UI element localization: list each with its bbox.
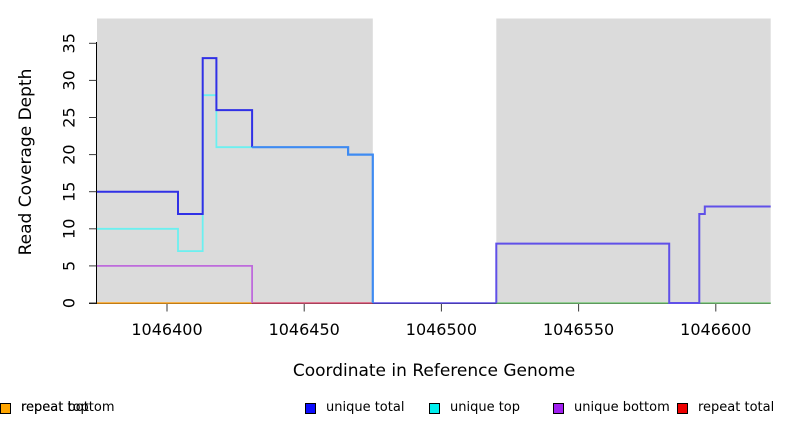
x-tick-label: 1046550 (543, 320, 614, 339)
legend-label-repeat-total: repeat total (698, 400, 775, 415)
y-tick-label: 10 (60, 219, 79, 239)
legend-label-unique-bottom: unique bottom (574, 400, 670, 415)
y-tick-label: 0 (60, 298, 79, 308)
y-tick-label: 5 (60, 261, 79, 271)
legend-label-repeat-bottom: repeat bottom (21, 400, 115, 415)
legend-label-unique-total: unique total (326, 400, 405, 415)
series-unique-total-line (97, 57, 254, 215)
legend-label-unique-top: unique top (450, 400, 521, 415)
legend-swatch-repeat-total (677, 402, 688, 414)
y-tick-label: 25 (60, 107, 79, 127)
legend-item-repeat-total: repeat total (677, 400, 774, 416)
legend-swatch-unique-top (429, 402, 440, 414)
x-axis-title: Coordinate in Reference Genome (292, 361, 576, 381)
legend-label-repeat-top: repeat top (21, 400, 89, 415)
plot-shaded-region (496, 18, 771, 303)
legend-swatch-unique-bottom (553, 402, 564, 414)
series-total-bottom-overlap-line (495, 205, 771, 304)
legend-item-unique-bottom: unique bottom (553, 400, 670, 416)
legend-swatch-unique-total (305, 402, 316, 414)
series-unique-bottom-line (97, 265, 253, 303)
x-tick-label: 1046600 (680, 320, 751, 339)
plot-shaded-region (97, 18, 373, 303)
series-total-top-overlap-line (252, 146, 374, 303)
y-tick-label: 15 (60, 182, 79, 202)
legend-item-unique-top: unique top (429, 400, 520, 416)
legend-item-repeat-bottom: repeat bottom (0, 400, 115, 416)
y-tick-label: 30 (60, 70, 79, 90)
y-tick-label: 35 (60, 33, 79, 53)
legend-item-unique-total: unique total (305, 400, 404, 416)
x-tick-label: 1046500 (406, 320, 477, 339)
y-axis-title: Read Coverage Depth (16, 68, 36, 256)
legend-swatch-repeat-bottom (0, 402, 11, 414)
y-tick-label: 20 (60, 144, 79, 164)
x-tick-label: 1046450 (269, 320, 340, 339)
x-tick-label: 1046400 (131, 320, 202, 339)
